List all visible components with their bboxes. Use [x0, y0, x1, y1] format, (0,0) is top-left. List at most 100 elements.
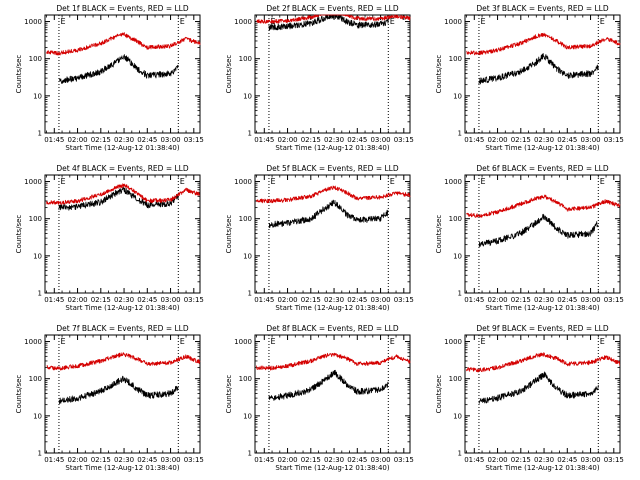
x-axis-label: Start Time (12-Aug-12 01:38:40) — [485, 304, 599, 312]
y-tick-label: 1000 — [234, 18, 252, 26]
x-tick-label: 03:00 — [160, 136, 180, 144]
chart-title: Det 9f BLACK = Events, RED = LLD — [476, 324, 609, 333]
y-axis-label: Counts/sec — [435, 55, 443, 94]
x-tick-label: 02:00 — [277, 456, 297, 464]
x-tick-label: 03:15 — [184, 136, 204, 144]
y-tick-label: 10 — [453, 412, 462, 420]
time-marker-label: E — [600, 177, 605, 186]
x-tick-label: 01:45 — [464, 136, 484, 144]
y-tick-label: 1000 — [444, 18, 462, 26]
y-tick-label: 1 — [248, 450, 252, 458]
x-tick-label: 02:15 — [91, 456, 111, 464]
plot-frame — [44, 334, 201, 454]
chart-title: Det 4f BLACK = Events, RED = LLD — [56, 164, 189, 173]
y-tick-label: 100 — [29, 215, 42, 223]
plot-frame — [464, 174, 621, 294]
y-tick-label: 1 — [38, 290, 42, 298]
lld-series-line — [46, 32, 201, 56]
x-tick-label: 02:00 — [487, 136, 507, 144]
events-series-line — [58, 186, 179, 211]
x-axis-label: Start Time (12-Aug-12 01:38:40) — [65, 304, 179, 312]
y-tick-label: 10 — [243, 252, 252, 260]
x-tick-label: 02:30 — [114, 296, 134, 304]
lld-series-line — [46, 183, 201, 205]
lld-series-line — [466, 32, 621, 56]
x-tick-label: 02:15 — [511, 136, 531, 144]
x-tick-label: 02:00 — [67, 296, 87, 304]
y-axis-label: Counts/sec — [15, 55, 23, 94]
y-tick-label: 10 — [243, 412, 252, 420]
x-tick-label: 03:15 — [604, 136, 624, 144]
y-tick-label: 1000 — [24, 178, 42, 186]
x-tick-label: 02:30 — [324, 136, 344, 144]
x-axis-label: Start Time (12-Aug-12 01:38:40) — [275, 304, 389, 312]
y-tick-label: 1000 — [234, 338, 252, 346]
x-tick-label: 02:00 — [277, 136, 297, 144]
time-marker-label: E — [270, 337, 275, 346]
y-tick-label: 1 — [248, 130, 252, 138]
x-axis-label: Start Time (12-Aug-12 01:38:40) — [275, 144, 389, 152]
y-tick-label: 1 — [38, 450, 42, 458]
y-tick-label: 10 — [453, 252, 462, 260]
x-tick-label: 03:15 — [394, 456, 414, 464]
y-axis-label: Counts/sec — [225, 215, 233, 254]
events-series-line — [478, 213, 599, 248]
y-tick-label: 10 — [453, 92, 462, 100]
y-axis-label: Counts/sec — [15, 215, 23, 254]
y-axis-label: Counts/sec — [435, 375, 443, 414]
events-series-line — [58, 375, 179, 405]
y-tick-label: 1000 — [24, 338, 42, 346]
y-tick-label: 100 — [239, 215, 252, 223]
time-marker-label: E — [390, 177, 395, 186]
x-tick-label: 02:45 — [347, 456, 367, 464]
y-tick-label: 100 — [449, 215, 462, 223]
time-marker-label: E — [180, 177, 185, 186]
x-tick-label: 03:00 — [580, 456, 600, 464]
time-marker-label: E — [270, 177, 275, 186]
panel-det-3: Det 3f BLACK = Events, RED = LLD 1 10 100 10… — [435, 4, 624, 152]
x-tick-label: 02:15 — [301, 136, 321, 144]
time-marker-label: E — [60, 177, 65, 186]
x-tick-label: 02:00 — [487, 456, 507, 464]
panel-det-7: Det 7f BLACK = Events, RED = LLD 1 10 100 10… — [15, 324, 204, 472]
y-axis-label: Counts/sec — [225, 55, 233, 94]
time-marker-label: E — [180, 17, 185, 26]
chart-title: Det 6f BLACK = Events, RED = LLD — [476, 164, 609, 173]
y-tick-label: 1 — [38, 130, 42, 138]
x-axis-label: Start Time (12-Aug-12 01:38:40) — [65, 464, 179, 472]
events-series-line — [268, 369, 389, 401]
x-tick-label: 03:00 — [160, 456, 180, 464]
x-tick-label: 03:15 — [184, 456, 204, 464]
x-tick-label: 02:15 — [511, 456, 531, 464]
x-tick-label: 02:00 — [67, 136, 87, 144]
time-marker-label: E — [480, 17, 485, 26]
x-tick-label: 03:00 — [160, 296, 180, 304]
x-tick-label: 02:15 — [511, 296, 531, 304]
events-series-line — [58, 54, 179, 84]
x-axis-label: Start Time (12-Aug-12 01:38:40) — [65, 144, 179, 152]
plot-frame — [464, 14, 621, 134]
x-tick-label: 03:15 — [604, 296, 624, 304]
x-tick-label: 01:45 — [254, 296, 274, 304]
plot-frame — [44, 174, 201, 294]
x-tick-label: 02:45 — [347, 296, 367, 304]
time-marker-label: E — [600, 337, 605, 346]
plot-frame — [254, 14, 411, 134]
panel-det-4: Det 4f BLACK = Events, RED = LLD 1 10 100 10… — [15, 164, 204, 312]
x-tick-label: 01:45 — [464, 456, 484, 464]
x-tick-label: 02:45 — [557, 456, 577, 464]
x-tick-label: 03:00 — [370, 136, 390, 144]
y-tick-label: 1000 — [444, 178, 462, 186]
y-tick-label: 10 — [33, 252, 42, 260]
x-tick-label: 02:00 — [277, 296, 297, 304]
time-marker-label: E — [180, 337, 185, 346]
lld-series-line — [46, 352, 201, 371]
x-tick-label: 02:45 — [557, 136, 577, 144]
events-series-line — [268, 199, 389, 228]
panel-det-1: Det 1f BLACK = Events, RED = LLD 1 10 100 10… — [15, 4, 204, 152]
time-marker-label: E — [480, 177, 485, 186]
x-tick-label: 03:00 — [580, 136, 600, 144]
x-tick-label: 02:45 — [137, 456, 157, 464]
x-tick-label: 02:30 — [324, 456, 344, 464]
